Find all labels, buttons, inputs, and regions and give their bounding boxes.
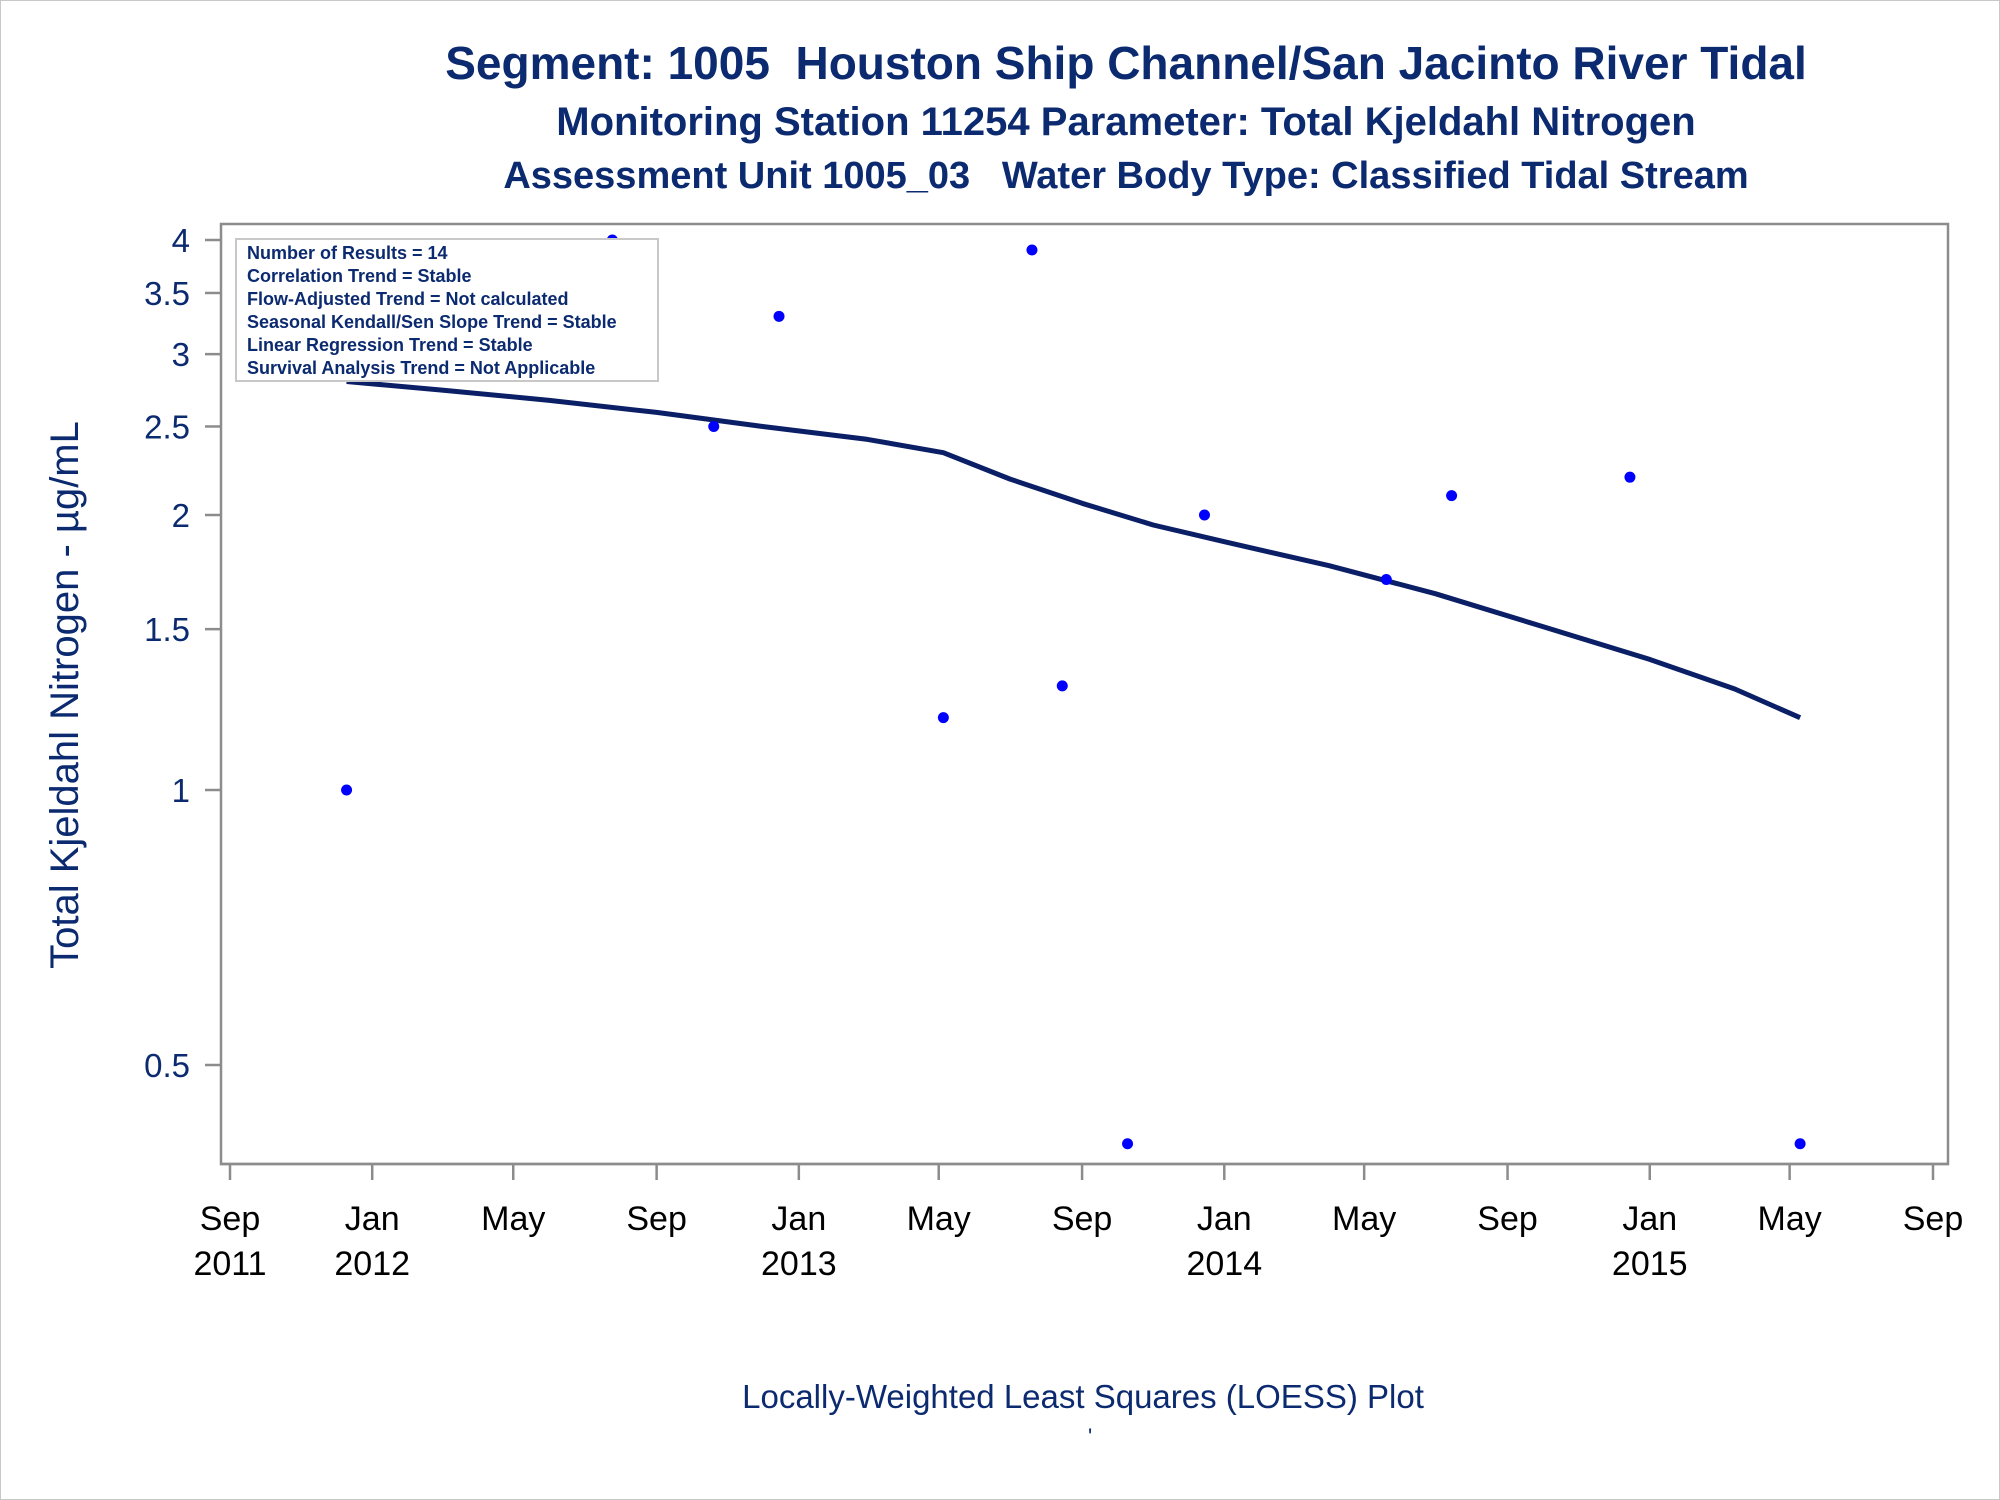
trend-summary-line: Correlation Trend = Stable — [247, 266, 472, 286]
x-tick-label-month: May — [481, 1200, 545, 1238]
y-axis: 0.5 1 1.5 2 2.5 3 3.5 4 — [144, 222, 221, 1084]
data-point — [341, 784, 353, 796]
y-tick-label: 1.5 — [144, 611, 190, 648]
y-tick-label: 3.5 — [144, 275, 190, 312]
x-tick-label-month: Jan — [1197, 1200, 1252, 1238]
data-point — [1056, 680, 1068, 692]
y-tick-label: 0.5 — [144, 1047, 190, 1084]
trend-summary-border — [235, 238, 659, 382]
chart-subtitle-station: Monitoring Station 11254 Parameter: Tota… — [556, 100, 1696, 144]
data-point — [1122, 1138, 1134, 1150]
data-point — [1026, 244, 1038, 256]
x-tick-label-month: Jan — [345, 1200, 400, 1238]
x-tick-label-year: 2014 — [1186, 1245, 1262, 1283]
data-point — [1446, 490, 1458, 502]
y-tick-label: 4 — [172, 222, 190, 259]
data-point — [708, 420, 720, 432]
x-tick-label-month: May — [907, 1200, 971, 1238]
x-tick-label-month: Jan — [771, 1200, 826, 1238]
x-tick-label-year: 2012 — [334, 1245, 410, 1283]
data-point — [1198, 509, 1210, 521]
y-tick-label: 2 — [172, 497, 190, 534]
data-point — [773, 310, 785, 322]
x-axis: Sep 2011 Jan 2012 May Sep Jan 2013 May Sep Jan 2014… — [193, 1164, 1963, 1283]
loess-trend-line — [346, 379, 1802, 720]
trend-summary-line: Seasonal Kendall/Sen Slope Trend = Stabl… — [247, 312, 617, 332]
chart-title: Segment: 1005 Houston Ship Channel/San J… — [445, 37, 1807, 89]
trend-summary-line: Linear Regression Trend = Stable — [247, 335, 533, 355]
data-point — [1794, 1138, 1806, 1150]
data-point — [937, 712, 949, 724]
x-tick-label-month: Sep — [1903, 1200, 1964, 1238]
x-tick-label-month: May — [1332, 1200, 1396, 1238]
y-tick-label: 1 — [172, 772, 190, 809]
y-tick-label: 2.5 — [144, 408, 190, 445]
x-tick-label-month: Sep — [1477, 1200, 1538, 1238]
footnote-mark: ' — [1088, 1424, 1093, 1449]
trend-summary-box: Number of Results = 14 Correlation Trend … — [235, 238, 659, 382]
x-tick-label-year: 2015 — [1612, 1245, 1688, 1283]
x-tick-label-year: 2013 — [761, 1245, 837, 1283]
y-axis-label: Total Kjeldahl Nitrogen - µg/mL — [43, 421, 87, 969]
x-tick-label-month: May — [1758, 1200, 1822, 1238]
x-tick-label-month: Sep — [626, 1200, 687, 1238]
x-tick-label-month: Sep — [1052, 1200, 1113, 1238]
x-tick-label-year: 2011 — [193, 1245, 266, 1283]
x-tick-label-month: Sep — [200, 1200, 261, 1238]
data-point — [1380, 573, 1392, 585]
y-tick-label: 3 — [172, 336, 190, 373]
trend-summary-line: Flow-Adjusted Trend = Not calculated — [247, 289, 569, 309]
chart-subtitle-assessment: Assessment Unit 1005_03 Water Body Type:… — [503, 155, 1749, 197]
data-point — [1624, 471, 1636, 483]
trend-summary-line: Survival Analysis Trend = Not Applicable — [247, 358, 595, 378]
footnote: Locally-Weighted Least Squares (LOESS) P… — [742, 1378, 1424, 1415]
trend-summary-line: Number of Results = 14 — [247, 243, 448, 263]
x-tick-label-month: Jan — [1622, 1200, 1677, 1238]
